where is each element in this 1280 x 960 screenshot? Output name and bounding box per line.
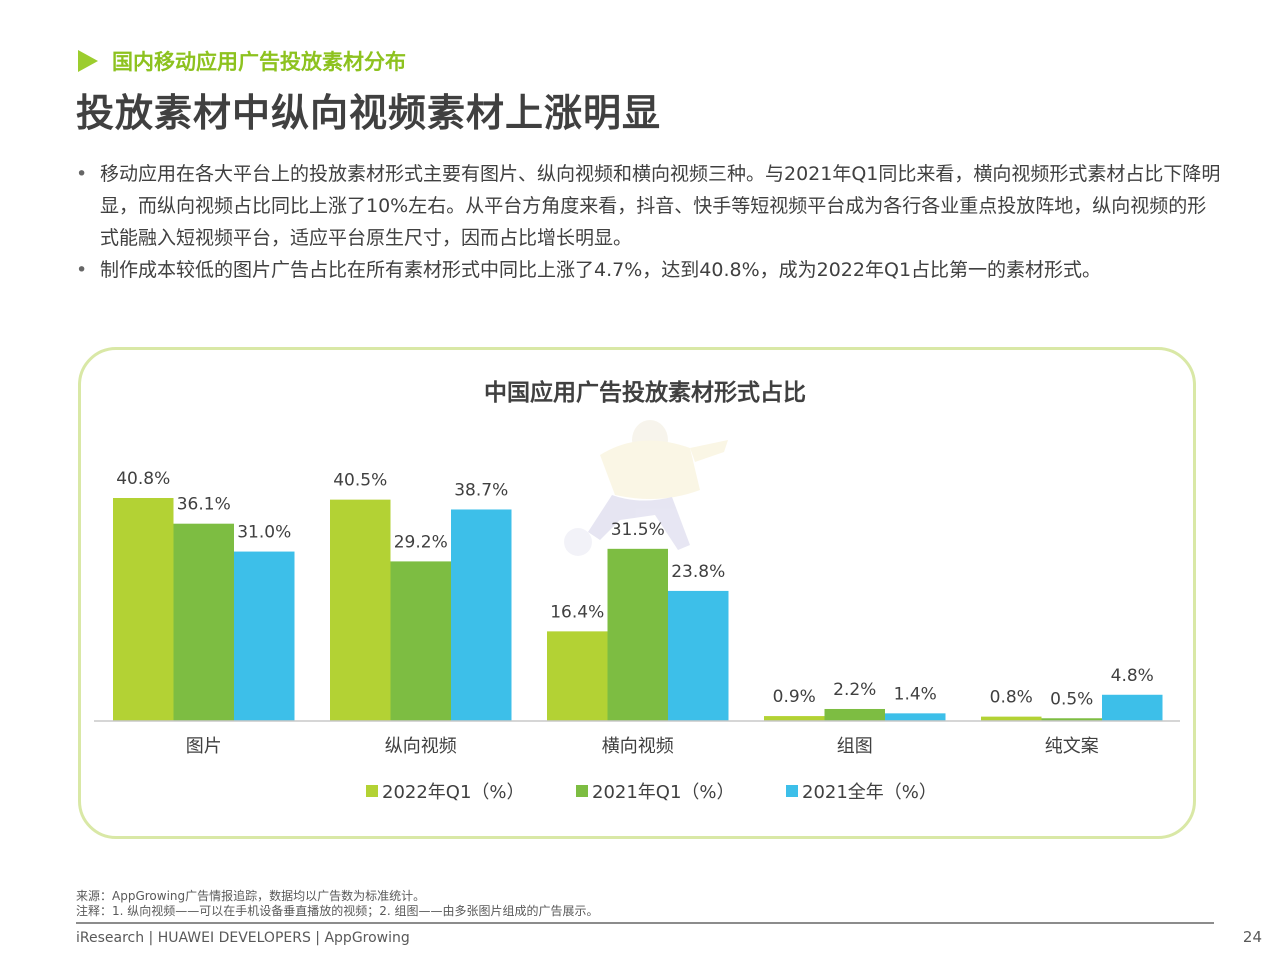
- watermark-figure-icon: [564, 420, 728, 556]
- bar: [824, 708, 885, 721]
- bullet-item: 制作成本较低的图片广告占比在所有素材形式中同比上涨了4.7%，达到40.8%，成…: [74, 254, 1224, 286]
- bar-value-label: 31.5%: [611, 520, 665, 540]
- legend-swatch: [786, 785, 798, 797]
- legend-swatch: [366, 785, 378, 797]
- bar-value-label: 1.4%: [894, 684, 937, 704]
- definition-note: 注释：1. 纵向视频——可以在手机设备垂直播放的视频；2. 组图——由多张图片组…: [76, 904, 599, 918]
- footer-notes: 来源：AppGrowing广告情报追踪，数据均以广告数为标准统计。 注释：1. …: [76, 889, 599, 919]
- bar-value-label: 31.0%: [237, 523, 291, 543]
- triangle-marker-icon: [78, 50, 98, 72]
- page-title: 投放素材中纵向视频素材上涨明显: [76, 91, 662, 135]
- bar: [764, 716, 825, 721]
- bar: [1041, 718, 1102, 721]
- page-number: 24: [1242, 928, 1262, 946]
- bar: [390, 561, 451, 721]
- bar: [981, 716, 1042, 721]
- bar-value-label: 40.8%: [116, 469, 170, 489]
- bar-value-label: 2.2%: [833, 680, 876, 700]
- legend-label: 2022年Q1（%）: [382, 782, 525, 803]
- bar-value-label: 0.9%: [773, 687, 816, 707]
- bar: [113, 498, 174, 721]
- category-label: 横向视频: [602, 736, 674, 757]
- bar-value-label: 23.8%: [671, 562, 725, 582]
- bar-value-label: 29.2%: [394, 532, 448, 552]
- bar-value-label: 38.7%: [454, 480, 508, 500]
- bar: [451, 509, 512, 721]
- bar: [547, 631, 608, 721]
- section-label: 国内移动应用广告投放素材分布: [112, 50, 406, 74]
- legend-swatch: [576, 785, 588, 797]
- bar-value-label: 36.1%: [177, 495, 231, 515]
- bar: [1102, 694, 1163, 721]
- bar: [885, 713, 946, 721]
- category-label: 纯文案: [1045, 736, 1099, 757]
- bar-value-label: 0.8%: [990, 688, 1033, 708]
- bar: [173, 523, 234, 721]
- bar: [234, 551, 295, 721]
- source-note: 来源：AppGrowing广告情报追踪，数据均以广告数为标准统计。: [76, 889, 426, 903]
- bar: [330, 499, 391, 721]
- bar-value-label: 16.4%: [550, 602, 604, 622]
- bullet-item: 移动应用在各大平台上的投放素材形式主要有图片、纵向视频和横向视频三种。与2021…: [74, 158, 1224, 254]
- chart-frame: [78, 347, 1196, 839]
- legend-label: 2021全年（%）: [802, 782, 937, 803]
- bar: [668, 590, 729, 721]
- bar: [607, 548, 668, 721]
- chart-title: 中国应用广告投放素材形式占比: [484, 380, 806, 406]
- bar-value-label: 40.5%: [333, 471, 387, 491]
- category-label: 纵向视频: [385, 736, 457, 757]
- category-label: 图片: [186, 736, 222, 757]
- footer-divider: [76, 922, 1214, 924]
- section-header: 国内移动应用广告投放素材分布: [78, 46, 406, 76]
- category-label: 组图: [837, 736, 873, 757]
- footer-brand: iResearch | HUAWEI DEVELOPERS | AppGrowi…: [76, 930, 410, 946]
- bar-value-label: 4.8%: [1111, 666, 1154, 686]
- bar-value-label: 0.5%: [1050, 689, 1093, 709]
- summary-bullets: 移动应用在各大平台上的投放素材形式主要有图片、纵向视频和横向视频三种。与2021…: [74, 158, 1224, 286]
- legend-label: 2021年Q1（%）: [592, 782, 735, 803]
